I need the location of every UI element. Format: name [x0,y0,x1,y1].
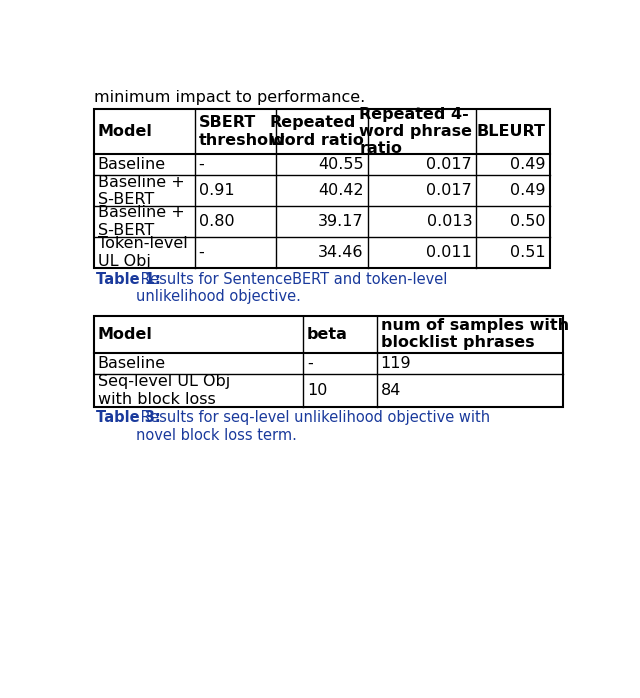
Text: Table 1:: Table 1: [95,272,161,287]
Text: 0.80: 0.80 [198,214,234,229]
Text: 10: 10 [307,383,328,398]
Text: 0.017: 0.017 [426,157,472,172]
Text: Baseline: Baseline [98,356,166,371]
Bar [94,109,550,268]
Text: 0.013: 0.013 [426,214,472,229]
Text: -: - [307,356,313,371]
Text: 0.91: 0.91 [198,184,234,198]
Bar [94,315,563,407]
Text: Seq-level UL Obj
with block loss: Seq-level UL Obj with block loss [98,374,230,407]
Text: Baseline +
S-BERT: Baseline + S-BERT [98,174,184,207]
Text: Results for SentenceBERT and token-level
unlikelihood objective.: Results for SentenceBERT and token-level… [136,272,447,304]
Text: 0.011: 0.011 [426,245,472,260]
Text: Results for seq-level unlikelihood objective with
novel block loss term.: Results for seq-level unlikelihood objec… [136,410,490,443]
Text: Repeated
word ratio: Repeated word ratio [270,115,364,148]
Text: 0.017: 0.017 [426,184,472,198]
Text: 0.49: 0.49 [510,184,546,198]
Text: 40.55: 40.55 [318,157,364,172]
Text: 34.46: 34.46 [318,245,364,260]
Text: 40.42: 40.42 [318,184,364,198]
Text: Baseline +
S-BERT: Baseline + S-BERT [98,205,184,238]
Text: Baseline: Baseline [98,157,166,172]
Text: Model: Model [98,327,153,342]
Text: -: - [198,245,204,260]
Text: 0.49: 0.49 [510,157,546,172]
Text: Table 3:: Table 3: [95,410,160,426]
Text: num of samples with
blocklist phrases: num of samples with blocklist phrases [381,318,569,350]
Text: 0.50: 0.50 [510,214,546,229]
Text: -: - [198,157,204,172]
Text: 0.51: 0.51 [510,245,546,260]
Text: 39.17: 39.17 [318,214,364,229]
Text: minimum impact to performance.: minimum impact to performance. [94,90,365,105]
Text: BLEURT: BLEURT [477,124,546,139]
Text: Repeated 4-
word phrase
ratio: Repeated 4- word phrase ratio [359,107,472,156]
Text: 84: 84 [381,383,401,398]
Text: Token-level
UL Obj: Token-level UL Obj [98,236,188,269]
Text: 119: 119 [381,356,412,371]
Text: beta: beta [307,327,348,342]
Text: SBERT
threshold: SBERT threshold [198,115,285,148]
Text: Model: Model [98,124,153,139]
